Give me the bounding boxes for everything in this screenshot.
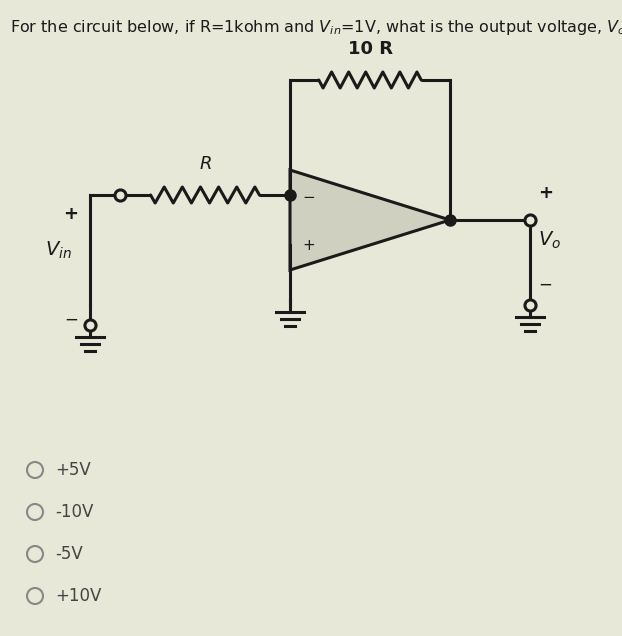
Text: $-$: $-$ (538, 275, 552, 293)
Text: +10V: +10V (55, 587, 101, 605)
Text: $V_o$: $V_o$ (538, 230, 561, 251)
Text: +5V: +5V (55, 461, 91, 479)
Text: $+$: $+$ (302, 237, 315, 252)
Text: $R$: $R$ (198, 155, 211, 173)
Text: 10 R: 10 R (348, 40, 392, 58)
Text: +: + (63, 205, 78, 223)
Text: -5V: -5V (55, 545, 83, 563)
Text: $-$: $-$ (302, 188, 315, 202)
Text: For the circuit below, if R=1kohm and $V_{in}$=1V, what is the output voltage, $: For the circuit below, if R=1kohm and $V… (10, 18, 622, 37)
Text: $-$: $-$ (64, 310, 78, 328)
Polygon shape (290, 170, 450, 270)
Text: +: + (538, 184, 553, 202)
Text: $V_{in}$: $V_{in}$ (45, 239, 72, 261)
Text: -10V: -10V (55, 503, 93, 521)
